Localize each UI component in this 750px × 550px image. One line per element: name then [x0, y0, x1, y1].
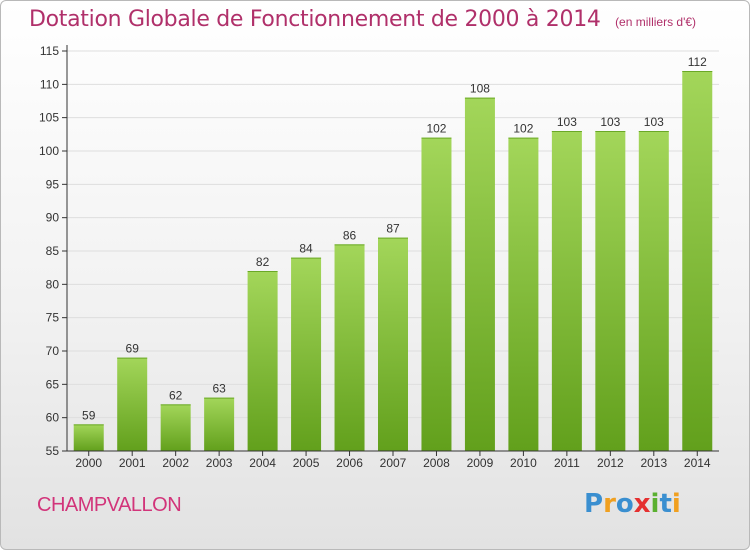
- bar-value-label: 102: [426, 122, 446, 136]
- bar-value-label: 69: [126, 342, 140, 356]
- bar: [247, 271, 278, 451]
- y-tick-label: 85: [46, 244, 60, 258]
- logo-letter: i: [671, 489, 681, 519]
- logo-letter: t: [659, 489, 672, 519]
- logo-letter: x: [633, 489, 651, 519]
- x-tick-label: 2012: [597, 456, 624, 470]
- bar: [638, 131, 669, 451]
- bar: [117, 357, 148, 451]
- y-tick-label: 95: [46, 177, 60, 191]
- y-tick-label: 75: [46, 311, 60, 325]
- x-tick-label: 2006: [336, 456, 363, 470]
- bar-value-label: 87: [386, 222, 400, 236]
- bar: [551, 131, 582, 451]
- y-tick-label: 60: [46, 411, 60, 425]
- axes: [62, 45, 719, 456]
- x-tick-label: 2008: [423, 456, 450, 470]
- y-tick-label: 110: [40, 77, 59, 91]
- bar: [682, 71, 713, 451]
- x-tick-label: 2010: [510, 456, 537, 470]
- bar: [160, 404, 191, 451]
- x-tick-label: 2013: [640, 456, 667, 470]
- bar-value-label: 103: [557, 115, 577, 129]
- x-tick-label: 2004: [249, 456, 276, 470]
- bar-value-label: 82: [256, 255, 270, 269]
- title-block: Dotation Globale de Fonctionnement de 20…: [29, 7, 696, 32]
- bar-value-label: 86: [343, 228, 357, 242]
- bar-value-label: 103: [600, 115, 620, 129]
- chart-title: Dotation Globale de Fonctionnement de 20…: [29, 7, 601, 32]
- proxiti-logo: Proxiti: [584, 489, 681, 519]
- bar: [421, 137, 452, 451]
- y-tick-label: 55: [46, 444, 60, 458]
- y-tick-label: 115: [40, 44, 59, 58]
- bar: [73, 424, 104, 451]
- y-tick-label: 70: [46, 344, 60, 358]
- bars: [73, 71, 713, 452]
- y-tick-label: 105: [39, 111, 59, 125]
- x-tick-label: 2014: [684, 456, 711, 470]
- bar: [204, 397, 235, 451]
- bar-value-label: 62: [169, 388, 183, 402]
- x-tick-label: 2007: [380, 456, 407, 470]
- bar-value-label: 84: [299, 242, 313, 256]
- logo-letter: o: [615, 489, 634, 519]
- x-tick-label: 2009: [467, 456, 494, 470]
- bar-value-label: 63: [212, 382, 226, 396]
- x-tick-label: 2001: [119, 456, 146, 470]
- chart-subtitle: (en milliers d'€): [615, 15, 697, 29]
- bar: [291, 257, 322, 451]
- bar-value-label: 112: [688, 55, 707, 69]
- bar: [464, 97, 495, 452]
- bar-value-label: 108: [470, 82, 490, 96]
- bar: [595, 131, 626, 451]
- logo-letter: r: [603, 489, 616, 519]
- x-tick-label: 2005: [293, 456, 320, 470]
- commune-name: CHAMPVALLON: [37, 494, 182, 516]
- bar-value-label: 59: [82, 408, 96, 422]
- x-tick-label: 2011: [554, 456, 580, 470]
- y-tick-label: 80: [46, 277, 60, 291]
- logo-letter: P: [584, 489, 604, 519]
- bar: [378, 237, 408, 451]
- x-tick-label: 2000: [75, 456, 102, 470]
- bar-value-label: 102: [513, 122, 533, 136]
- x-tick-label: 2003: [206, 456, 233, 470]
- bar-value-label: 103: [644, 115, 664, 129]
- bar: [334, 244, 365, 451]
- y-tick-label: 100: [39, 144, 59, 158]
- logo-letter: i: [650, 489, 660, 519]
- y-tick-label: 65: [46, 377, 60, 391]
- y-tick-label: 90: [46, 211, 60, 225]
- bar: [508, 137, 539, 451]
- x-tick-label: 2002: [162, 456, 189, 470]
- labels: 55 60 65 70 75 80 85 90 95 100 105 110 115 59 2000 69 20…: [39, 44, 711, 470]
